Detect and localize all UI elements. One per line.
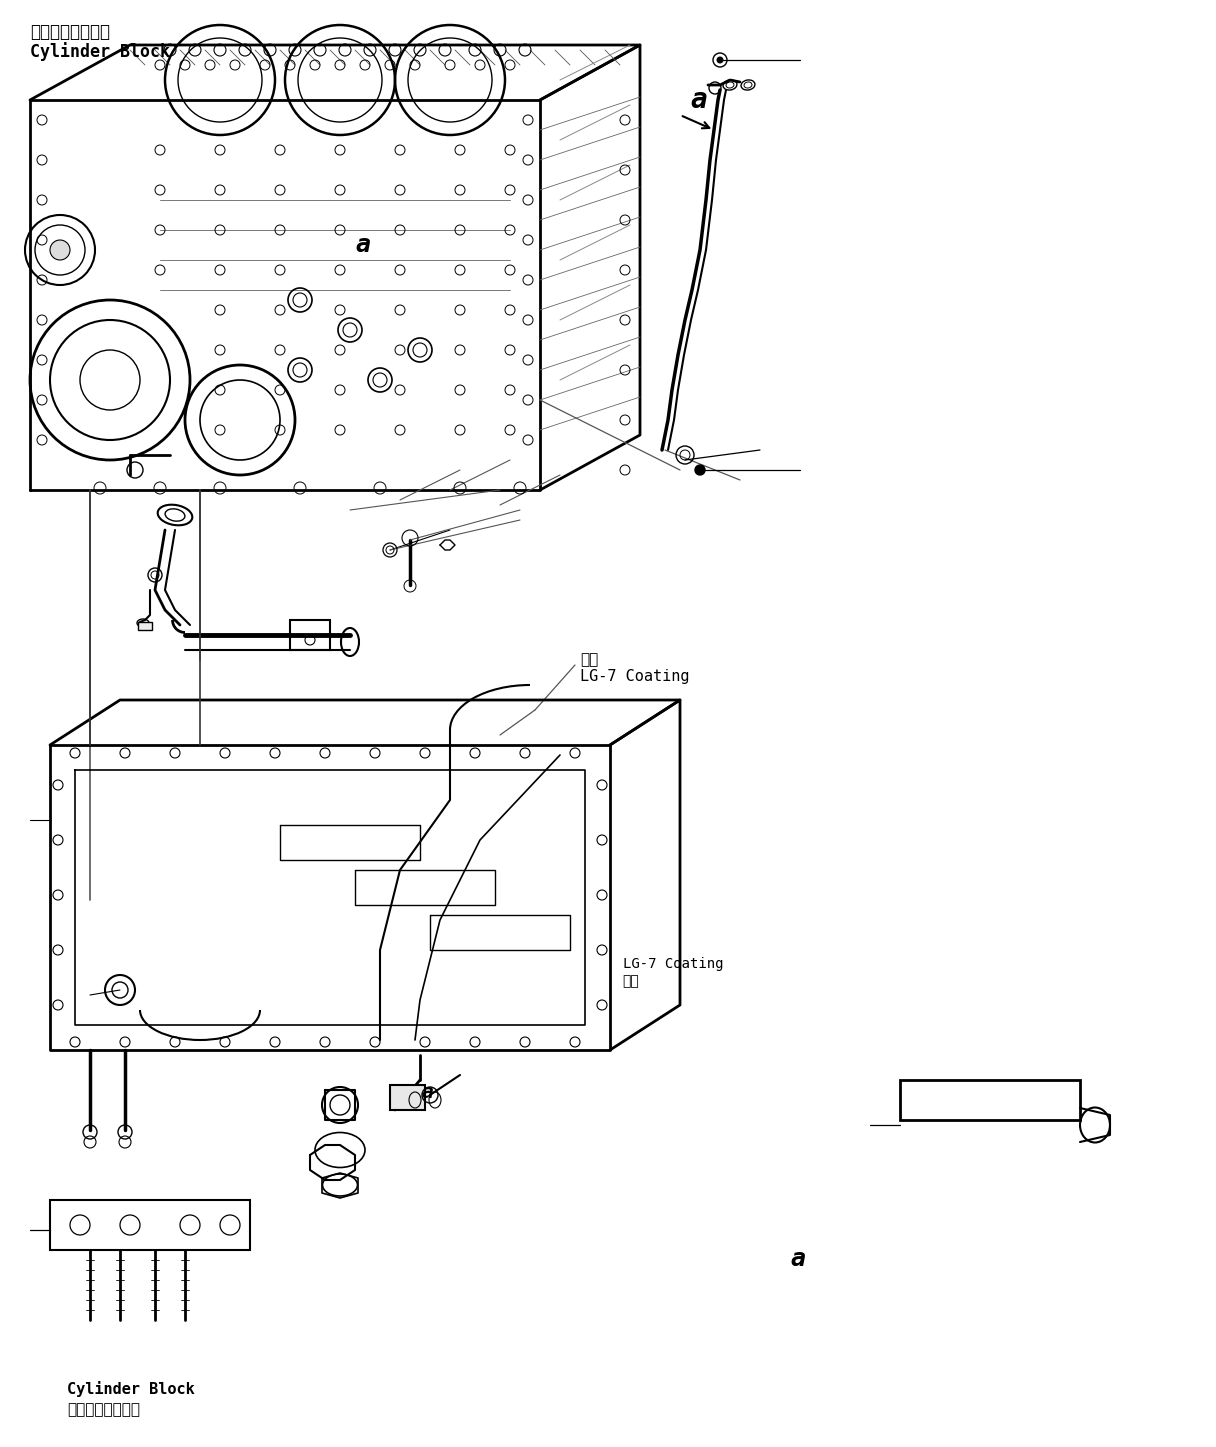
Bar: [50, 1200, 250, 1250]
Text: 塗布: 塗布: [580, 653, 598, 667]
Bar: [137, 622, 152, 629]
Text: Cylinder Block: Cylinder Block: [30, 42, 170, 61]
Text: LG-7 Coating: LG-7 Coating: [623, 956, 724, 971]
Text: シリンダブロック: シリンダブロック: [67, 1402, 140, 1417]
Circle shape: [717, 56, 724, 64]
Text: a: a: [689, 85, 706, 114]
Circle shape: [696, 464, 705, 475]
Text: 塗布: 塗布: [623, 974, 640, 988]
Text: シリンダブロック: シリンダブロック: [30, 23, 109, 41]
Text: LG-7 Coating: LG-7 Coating: [580, 669, 689, 683]
Bar: [289, 619, 330, 650]
Text: Cylinder Block: Cylinder Block: [67, 1380, 195, 1398]
Text: a: a: [355, 233, 370, 258]
Text: a: a: [790, 1247, 805, 1270]
Bar: [900, 1079, 1080, 1120]
Bar: [390, 1085, 426, 1110]
Text: a: a: [422, 1082, 434, 1103]
Circle shape: [50, 240, 71, 260]
